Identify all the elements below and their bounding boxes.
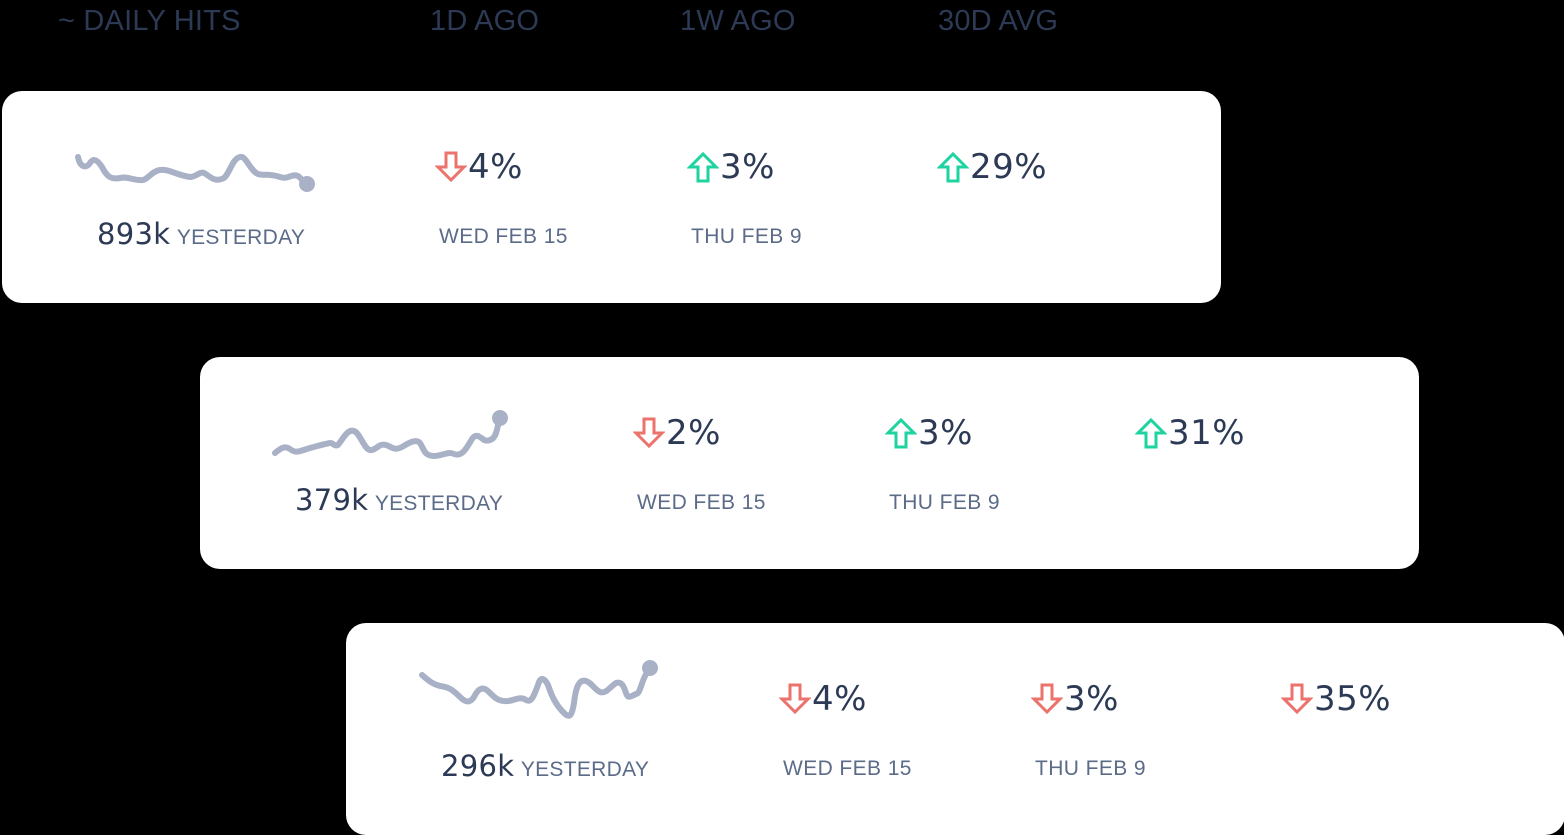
change-30d: 29% bbox=[937, 147, 1048, 187]
yesterday-total: 379k YESTERDAY bbox=[295, 483, 503, 517]
yesterday-label: YESTERDAY bbox=[520, 758, 650, 781]
yesterday-label: YESTERDAY bbox=[374, 492, 504, 515]
header-daily-hits: ~ DAILY HITS bbox=[58, 5, 241, 37]
change-30d-pct: 29% bbox=[970, 147, 1048, 187]
sparkline-icon bbox=[272, 410, 508, 459]
sparkline-icon bbox=[419, 660, 658, 719]
arrow-up-icon bbox=[937, 151, 969, 183]
change-30d-pct: 31% bbox=[1168, 413, 1246, 453]
change-1d-date: WED FEB 15 bbox=[783, 757, 912, 780]
change-1d-pct: 2% bbox=[666, 413, 721, 453]
change-1w: 3% bbox=[687, 147, 775, 187]
yesterday-total: 296k YESTERDAY bbox=[441, 749, 649, 783]
change-1w-pct: 3% bbox=[720, 147, 775, 187]
change-1w-pct: 3% bbox=[918, 413, 973, 453]
change-1d-pct: 4% bbox=[468, 147, 523, 187]
yesterday-value: 893k bbox=[97, 217, 171, 251]
change-1w-date: THU FEB 9 bbox=[889, 491, 1000, 514]
change-1w-date: THU FEB 9 bbox=[691, 225, 802, 248]
arrow-down-icon bbox=[1031, 683, 1063, 715]
metric-card-3: 296k YESTERDAY 4% WED FEB 15 3% THU FEB … bbox=[346, 623, 1564, 835]
change-1d-date: WED FEB 15 bbox=[439, 225, 568, 248]
change-30d-pct: 35% bbox=[1314, 679, 1392, 719]
sparkline-icon bbox=[75, 153, 315, 192]
change-1d: 4% bbox=[435, 147, 523, 187]
arrow-down-icon bbox=[633, 417, 665, 449]
header-1d-ago: 1D AGO bbox=[430, 5, 540, 37]
arrow-up-icon bbox=[687, 151, 719, 183]
yesterday-total: 893k YESTERDAY bbox=[97, 217, 305, 251]
metric-card-1: 893k YESTERDAY 4% WED FEB 15 3% THU FEB … bbox=[2, 91, 1221, 303]
change-1d: 2% bbox=[633, 413, 721, 453]
change-1d: 4% bbox=[779, 679, 867, 719]
change-1w: 3% bbox=[1031, 679, 1119, 719]
header-30d-avg: 30D AVG bbox=[938, 5, 1059, 37]
header-1w-ago: 1W AGO bbox=[680, 5, 796, 37]
change-1d-pct: 4% bbox=[812, 679, 867, 719]
arrow-down-icon bbox=[435, 151, 467, 183]
change-1d-date: WED FEB 15 bbox=[637, 491, 766, 514]
arrow-up-icon bbox=[885, 417, 917, 449]
yesterday-label: YESTERDAY bbox=[176, 226, 306, 249]
change-1w-date: THU FEB 9 bbox=[1035, 757, 1146, 780]
change-1w-pct: 3% bbox=[1064, 679, 1119, 719]
change-30d: 35% bbox=[1281, 679, 1392, 719]
arrow-up-icon bbox=[1135, 417, 1167, 449]
metric-card-2: 379k YESTERDAY 2% WED FEB 15 3% THU FEB … bbox=[200, 357, 1419, 569]
yesterday-value: 379k bbox=[295, 483, 369, 517]
change-1w: 3% bbox=[885, 413, 973, 453]
arrow-down-icon bbox=[779, 683, 811, 715]
arrow-down-icon bbox=[1281, 683, 1313, 715]
yesterday-value: 296k bbox=[441, 749, 515, 783]
change-30d: 31% bbox=[1135, 413, 1246, 453]
